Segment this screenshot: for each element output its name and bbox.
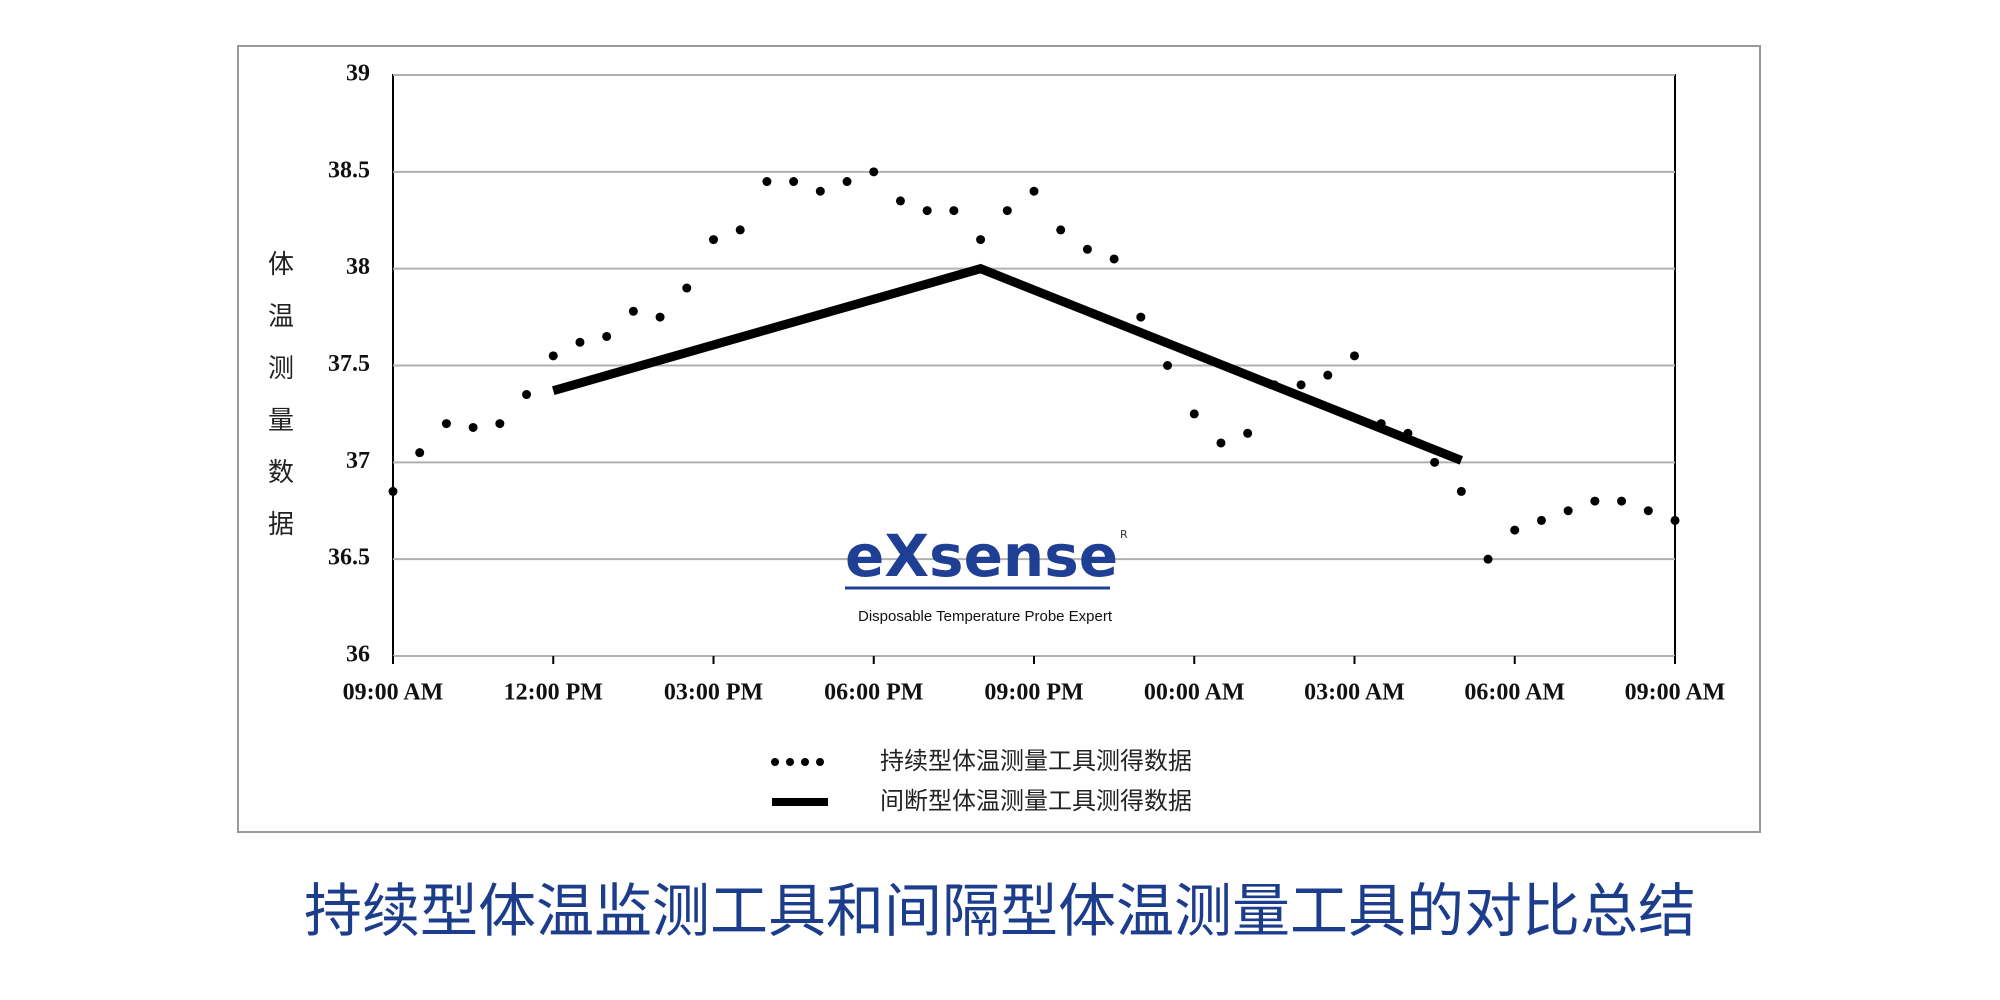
x-tick-label: 09:00 AM: [1625, 680, 1726, 706]
x-tick-label: 06:00 AM: [1464, 680, 1565, 706]
legend-swatch: [771, 758, 779, 766]
data-point: [1323, 370, 1333, 380]
y-tick-label: 38: [346, 254, 370, 280]
y-tick-label: 36: [346, 642, 370, 668]
y-axis-label: 体温测量数据: [264, 250, 294, 562]
data-point: [1082, 244, 1092, 254]
data-point: [1216, 438, 1226, 448]
data-point: [1189, 409, 1199, 419]
legend-label: 持续型体温测量工具测得数据: [880, 747, 1192, 775]
data-point: [1670, 515, 1680, 525]
data-point: [762, 177, 772, 187]
data-point: [1617, 496, 1627, 506]
x-tick-label: 03:00 PM: [664, 680, 763, 706]
data-line: [552, 263, 1464, 465]
data-point: [1296, 380, 1306, 390]
y-tick-label: 37.5: [328, 351, 370, 377]
data-point: [575, 337, 585, 347]
data-point: [1056, 225, 1066, 235]
data-point: [735, 225, 745, 235]
data-point: [415, 448, 425, 458]
x-tick-label: 03:00 AM: [1304, 680, 1405, 706]
data-point: [1536, 515, 1546, 525]
data-point: [682, 283, 692, 293]
data-point: [522, 390, 532, 400]
data-point: [468, 422, 478, 432]
data-point: [1563, 506, 1573, 516]
data-point: [655, 312, 665, 322]
data-point: [842, 177, 852, 187]
logo-tagline: Disposable Temperature Probe Expert: [858, 608, 1113, 625]
data-point: [815, 186, 825, 196]
y-tick-label: 37: [346, 448, 370, 474]
data-point: [1590, 496, 1600, 506]
data-point: [1643, 506, 1653, 516]
data-point: [709, 235, 718, 245]
data-point: [976, 235, 986, 245]
logo: eXsense R Disposable Temperature Probe E…: [845, 522, 1128, 625]
legend-label: 间断型体温测量工具测得数据: [880, 787, 1192, 815]
data-point: [1243, 428, 1253, 438]
data-point: [1430, 457, 1440, 467]
x-tick-label: 09:00 AM: [343, 680, 444, 706]
x-tick-label: 09:00 PM: [984, 680, 1083, 706]
data-point: [602, 331, 612, 341]
frame: [237, 45, 1761, 833]
x-tick-label: 00:00 AM: [1144, 680, 1245, 706]
data-point: [922, 206, 932, 216]
data-point: [1456, 486, 1466, 496]
data-point: [628, 306, 638, 316]
y-tick-label: 38.5: [328, 157, 370, 183]
logo-brand: eXsense: [845, 522, 1118, 590]
data-point: [1350, 351, 1359, 361]
data-point: [789, 177, 799, 187]
logo-mark: R: [1120, 528, 1128, 541]
data-point: [495, 419, 505, 429]
data-point: [1510, 525, 1520, 535]
legend-swatch: [801, 758, 809, 766]
data-point: [949, 206, 959, 216]
y-tick-label: 36.5: [328, 545, 370, 571]
chart-title: 持续型体温监测工具和间隔型体温测量工具的对比总结: [304, 877, 1696, 945]
data-point: [388, 486, 398, 496]
x-tick-label: 06:00 PM: [824, 680, 923, 706]
data-point: [1163, 361, 1173, 370]
legend-swatch: [816, 758, 824, 766]
data-point: [1002, 206, 1012, 216]
y-tick-label: 39: [346, 61, 370, 87]
data-point: [1136, 312, 1146, 322]
data-point: [441, 419, 451, 429]
data-point: [1029, 186, 1039, 196]
data-point: [869, 167, 879, 177]
data-point: [895, 196, 905, 206]
data-point: [1109, 254, 1119, 264]
data-point: [1483, 554, 1493, 564]
data-point: [548, 351, 558, 361]
legend-swatch: [786, 758, 794, 766]
x-tick-label: 12:00 PM: [504, 680, 603, 706]
